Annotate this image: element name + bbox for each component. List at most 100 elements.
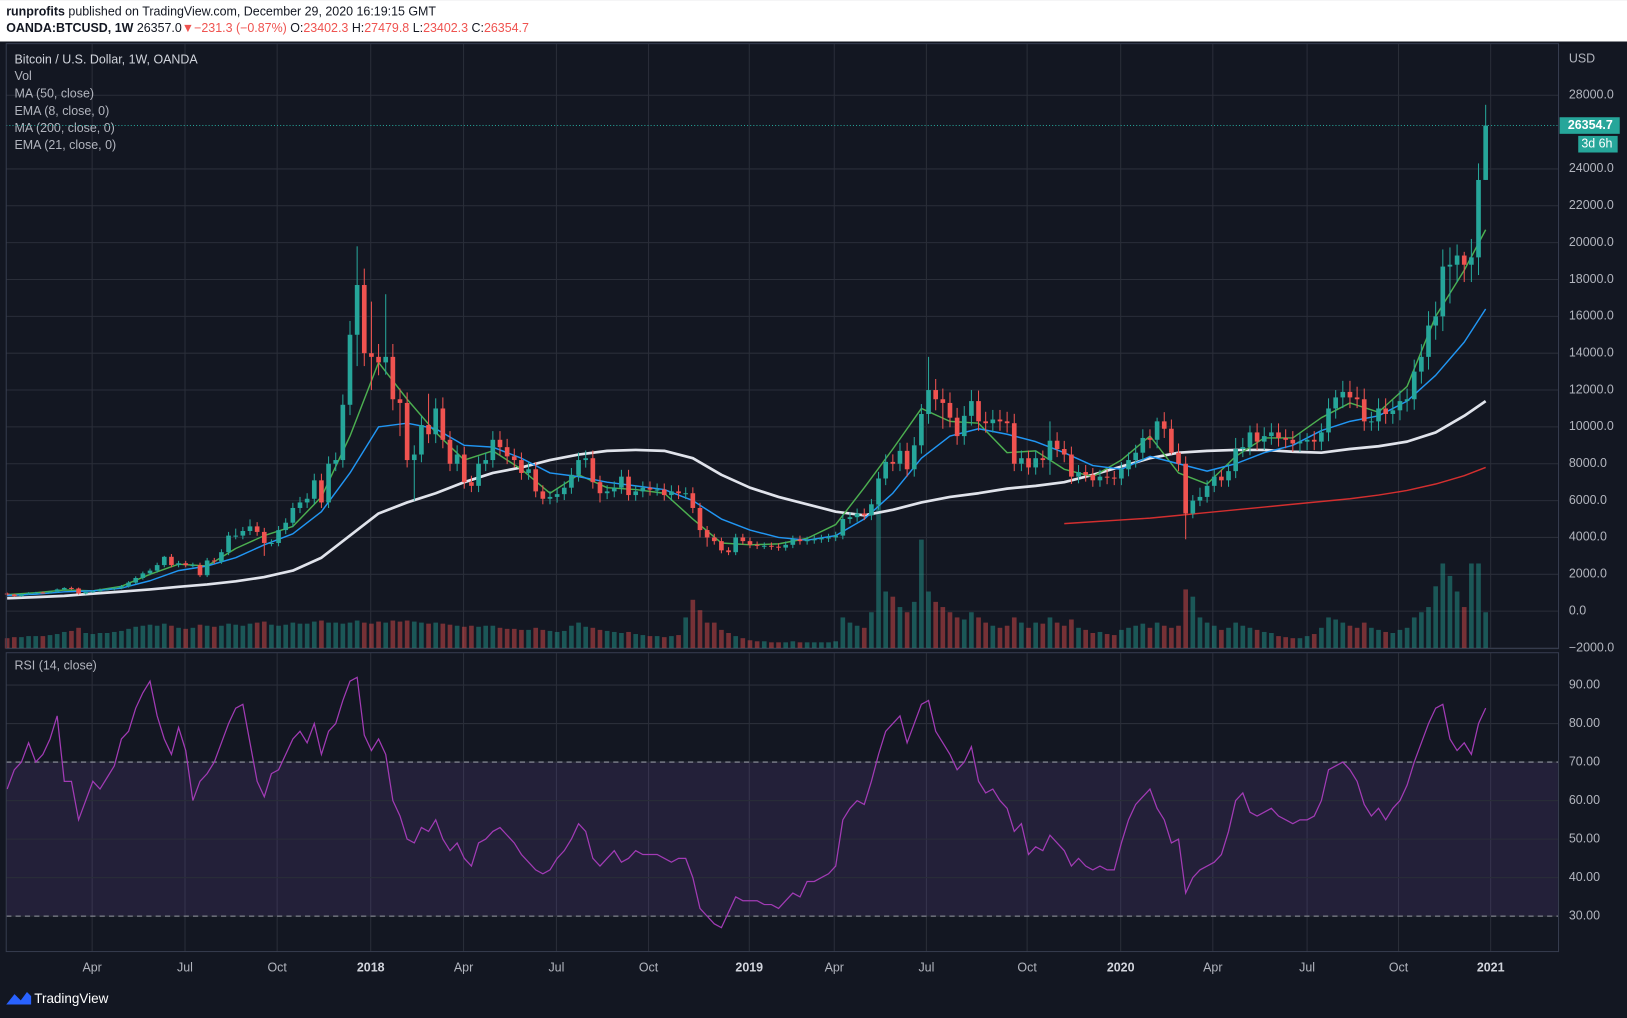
volume-bar — [1019, 622, 1024, 649]
candle-body — [1290, 439, 1296, 444]
header-bg — [0, 0, 1627, 42]
candle-body — [733, 537, 739, 553]
volume-bar — [526, 629, 531, 649]
candle-body — [261, 531, 267, 543]
candle-body — [583, 458, 589, 461]
candle-body — [1219, 476, 1224, 481]
candle-body — [947, 402, 953, 418]
volume-bar — [233, 624, 239, 649]
volume-bar — [1454, 591, 1460, 649]
volume-bar — [583, 626, 589, 649]
candle-body — [904, 450, 910, 470]
volume-bar — [254, 622, 260, 649]
candle-body — [611, 487, 617, 492]
volume-bar — [783, 642, 789, 649]
volume-bar — [383, 622, 389, 649]
candle-body — [211, 560, 217, 562]
volume-bar — [1297, 638, 1303, 649]
volume-bar — [19, 637, 24, 649]
volume-bar — [947, 612, 953, 649]
candle-body — [869, 504, 874, 516]
last-price-label: 26354.7 — [1568, 118, 1613, 132]
volume-bar — [197, 624, 203, 649]
volume-bar — [740, 638, 746, 649]
candle-body — [626, 476, 631, 496]
volume-bar — [433, 622, 439, 649]
candle-body — [254, 526, 260, 532]
volume-bar — [1033, 622, 1039, 649]
candle-body — [633, 491, 639, 496]
volume-bar — [604, 630, 610, 649]
volume-bar — [461, 626, 467, 649]
volume-bar — [633, 634, 639, 649]
volume-bar — [590, 627, 596, 649]
volume-bar — [376, 621, 381, 649]
candle-body — [690, 493, 696, 508]
candle-body — [133, 577, 139, 583]
x-tick-label: Jul — [1299, 960, 1315, 974]
volume-bar — [219, 625, 224, 649]
x-tick-label: Apr — [825, 960, 844, 974]
volume-bar — [97, 632, 103, 649]
volume-bar — [861, 627, 867, 649]
header-line-1: runprofits published on TradingView.com,… — [6, 5, 436, 19]
candle-body — [990, 419, 996, 424]
candle-body — [897, 450, 903, 464]
volume-bar — [76, 627, 81, 649]
volume-bar — [211, 626, 217, 649]
change: −231.3 (−0.87%) — [194, 21, 287, 35]
candle-body — [1033, 458, 1039, 468]
volume-bar — [711, 622, 717, 649]
candle-body — [1197, 496, 1203, 501]
candle-body — [1047, 440, 1053, 461]
volume-bar — [661, 637, 667, 649]
candle-body — [926, 390, 931, 414]
candle-body — [1061, 449, 1067, 455]
volume-bar — [1176, 625, 1181, 649]
volume-bar — [40, 636, 46, 649]
candle-body — [1083, 472, 1089, 475]
volume-bar — [326, 622, 331, 649]
candle-body — [1347, 391, 1353, 398]
candle-body — [1011, 423, 1017, 464]
volume-bar — [1083, 629, 1089, 649]
candle-body — [1054, 440, 1060, 450]
candle-body — [240, 531, 246, 536]
rsi-tick-label: 30.00 — [1569, 908, 1600, 922]
candle-body — [69, 587, 74, 589]
volume-bar — [611, 631, 617, 649]
candle-body — [1426, 325, 1431, 357]
volume-bar — [876, 503, 881, 649]
candle-body — [697, 507, 703, 531]
candle-body — [483, 460, 489, 464]
volume-bar — [26, 636, 31, 649]
volume-bar — [61, 631, 67, 649]
x-tick-label: Apr — [454, 960, 473, 974]
candle-body — [797, 539, 803, 542]
candle-body — [954, 417, 960, 437]
volume-bar — [1411, 617, 1417, 649]
volume-bar — [490, 625, 496, 649]
candle-body — [997, 419, 1003, 422]
candle-body — [47, 591, 53, 593]
candle-body — [397, 399, 403, 403]
published: published on TradingView.com, December 2… — [68, 5, 436, 19]
volume-bar — [1433, 586, 1438, 649]
ohlc-o-label: O: — [290, 21, 303, 35]
volume-bar — [1326, 617, 1331, 649]
candle-body — [654, 489, 660, 491]
candle-body — [504, 447, 510, 457]
volume-bar — [1169, 627, 1174, 649]
candle-body — [33, 592, 39, 594]
candle-body — [1126, 460, 1131, 470]
candle-body — [19, 594, 24, 597]
volume-bar — [1061, 625, 1067, 649]
candle-body — [4, 593, 10, 595]
volume-bar — [154, 625, 160, 649]
y-tick-label: 14000.0 — [1569, 345, 1614, 359]
brand-name: TradingView — [34, 991, 108, 1006]
volume-bar — [1461, 607, 1467, 649]
legend-title: Bitcoin / U.S. Dollar, 1W, OANDA — [15, 53, 199, 67]
candle-body — [383, 356, 389, 363]
